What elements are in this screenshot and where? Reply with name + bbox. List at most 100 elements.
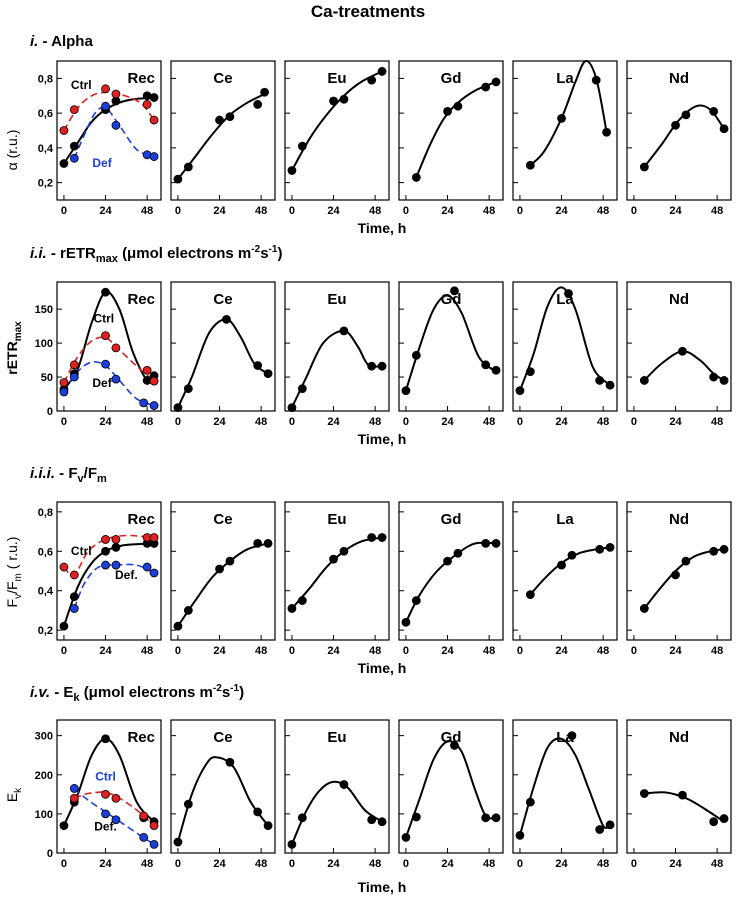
data-point-ctrl: [101, 789, 110, 799]
series-line-def: [73, 106, 155, 159]
row-4-close: ): [239, 684, 244, 701]
row-3-prefix: i.i.i.: [30, 465, 55, 482]
data-point-eu: [367, 75, 377, 85]
data-point-ctrl: [69, 570, 79, 580]
x-tick-label: 24: [327, 205, 340, 217]
data-point-rec: [101, 546, 110, 556]
panel-2-gd: 0 24 48 Gd: [398, 281, 504, 428]
panel-1-gd: 0 24 48 Gd: [398, 60, 504, 217]
data-point-rec: [59, 821, 69, 831]
x-tick-label: 48: [255, 858, 267, 870]
row-3-fm: F: [88, 465, 97, 482]
data-point-rec: [69, 592, 79, 602]
data-point-nd: [709, 372, 719, 382]
panel-label: Nd: [669, 729, 689, 746]
data-point-nd: [678, 790, 687, 800]
x-tick-label: 24: [669, 416, 682, 428]
data-point-ce: [253, 807, 263, 817]
panel-4-nd: 0 24 48 Nd: [626, 719, 732, 870]
data-point-eu: [287, 839, 297, 849]
data-point-gd: [401, 617, 411, 627]
x-tick-label: 48: [369, 416, 381, 428]
row-4-sub: k: [73, 692, 80, 704]
x-tick-label: 48: [483, 205, 495, 217]
data-point-ctrl: [69, 105, 79, 115]
data-point-la: [525, 797, 535, 807]
data-point-rec: [69, 141, 79, 151]
data-point-ctrl: [59, 378, 69, 387]
data-point-ce: [183, 162, 193, 172]
y-tick-label: 0,6: [38, 108, 53, 120]
panel-label: Rec: [127, 511, 155, 528]
data-point-def: [149, 839, 159, 849]
data-point-ce: [253, 361, 263, 370]
y-tick-label: 0,8: [38, 73, 53, 85]
data-point-la: [567, 550, 577, 560]
data-point-gd: [411, 350, 421, 360]
data-point-ctrl: [59, 126, 69, 135]
data-point-ce: [253, 100, 263, 109]
row-4-header: i.v. - Ek (μmol electrons m-2s-1): [30, 683, 244, 704]
panel-frame: [398, 281, 504, 412]
data-point-ctrl: [101, 535, 110, 544]
x-tick-label: 24: [669, 858, 682, 870]
x-tick-label: 24: [441, 645, 454, 657]
x-tick-label: 0: [631, 416, 637, 428]
x-tick-label: 0: [61, 645, 67, 657]
panel-frame: [284, 281, 390, 412]
data-point-nd: [681, 110, 691, 120]
panel-3-ce: 0 24 48 Ce: [170, 501, 276, 657]
data-point-eu: [367, 533, 377, 542]
x-tick-label: 48: [369, 645, 381, 657]
panel-frame: [170, 281, 276, 412]
data-point-def: [101, 101, 110, 111]
panel-4-gd: 0 24 48 Gd: [398, 719, 504, 870]
x-tick-label: 48: [255, 645, 267, 657]
data-point-eu: [339, 780, 349, 789]
panel-3-eu: 0 24 48 Eu: [284, 501, 390, 657]
data-point-gd: [450, 286, 459, 296]
x-tick-label: 48: [597, 416, 609, 428]
data-point-ce: [173, 174, 183, 184]
y-tick-label: 0,2: [38, 625, 53, 637]
data-point-ce: [215, 564, 224, 574]
panel-3-rec: 0 24 48 0,2 0,4 0,6 0,8 Rec Ctrl Def.: [38, 501, 162, 657]
row-3-xlabel: Time, h: [358, 660, 407, 676]
data-point-ce: [225, 556, 235, 566]
panel-2-ce: 0 24 48 Ce: [170, 281, 276, 428]
x-tick-label: 0: [403, 645, 409, 657]
panel-1-la: 0 24 48 La: [512, 60, 618, 217]
data-point-gd: [481, 539, 491, 548]
x-tick-label: 24: [555, 645, 568, 657]
panel-1-nd: 0 24 48 Nd: [626, 60, 732, 217]
data-point-ctrl: [139, 811, 149, 821]
row-2-sup2: -1: [269, 244, 278, 255]
data-point-ce: [183, 799, 193, 809]
series-line-la: [518, 737, 611, 836]
panel-label: Gd: [441, 511, 462, 528]
panel-frame: [56, 281, 162, 412]
x-tick-label: 24: [99, 858, 112, 870]
data-point-rec: [59, 159, 69, 168]
x-tick-label: 48: [483, 645, 495, 657]
data-point-la: [595, 825, 605, 834]
panel-4-la: 0 24 48 La: [512, 719, 618, 870]
row-3-ylabel-f1: F: [4, 599, 20, 608]
data-point-gd: [411, 596, 421, 605]
data-point-ce: [263, 821, 273, 831]
x-tick-label: 24: [555, 858, 568, 870]
data-point-gd: [411, 173, 421, 182]
x-tick-label: 24: [327, 858, 340, 870]
x-tick-label: 24: [213, 205, 226, 217]
data-point-def: [149, 401, 159, 410]
y-tick-label: 0,4: [38, 586, 54, 598]
data-point-ctrl: [142, 100, 152, 109]
series-line-gd: [405, 541, 497, 623]
panel-frame: [56, 60, 162, 201]
data-point-ctrl: [149, 376, 159, 386]
row-4-prefix: i.v.: [30, 684, 50, 701]
data-point-def: [139, 832, 149, 842]
panel-frame: [398, 501, 504, 641]
row-4-xlabel: Time, h: [358, 879, 407, 895]
x-tick-label: 0: [631, 645, 637, 657]
